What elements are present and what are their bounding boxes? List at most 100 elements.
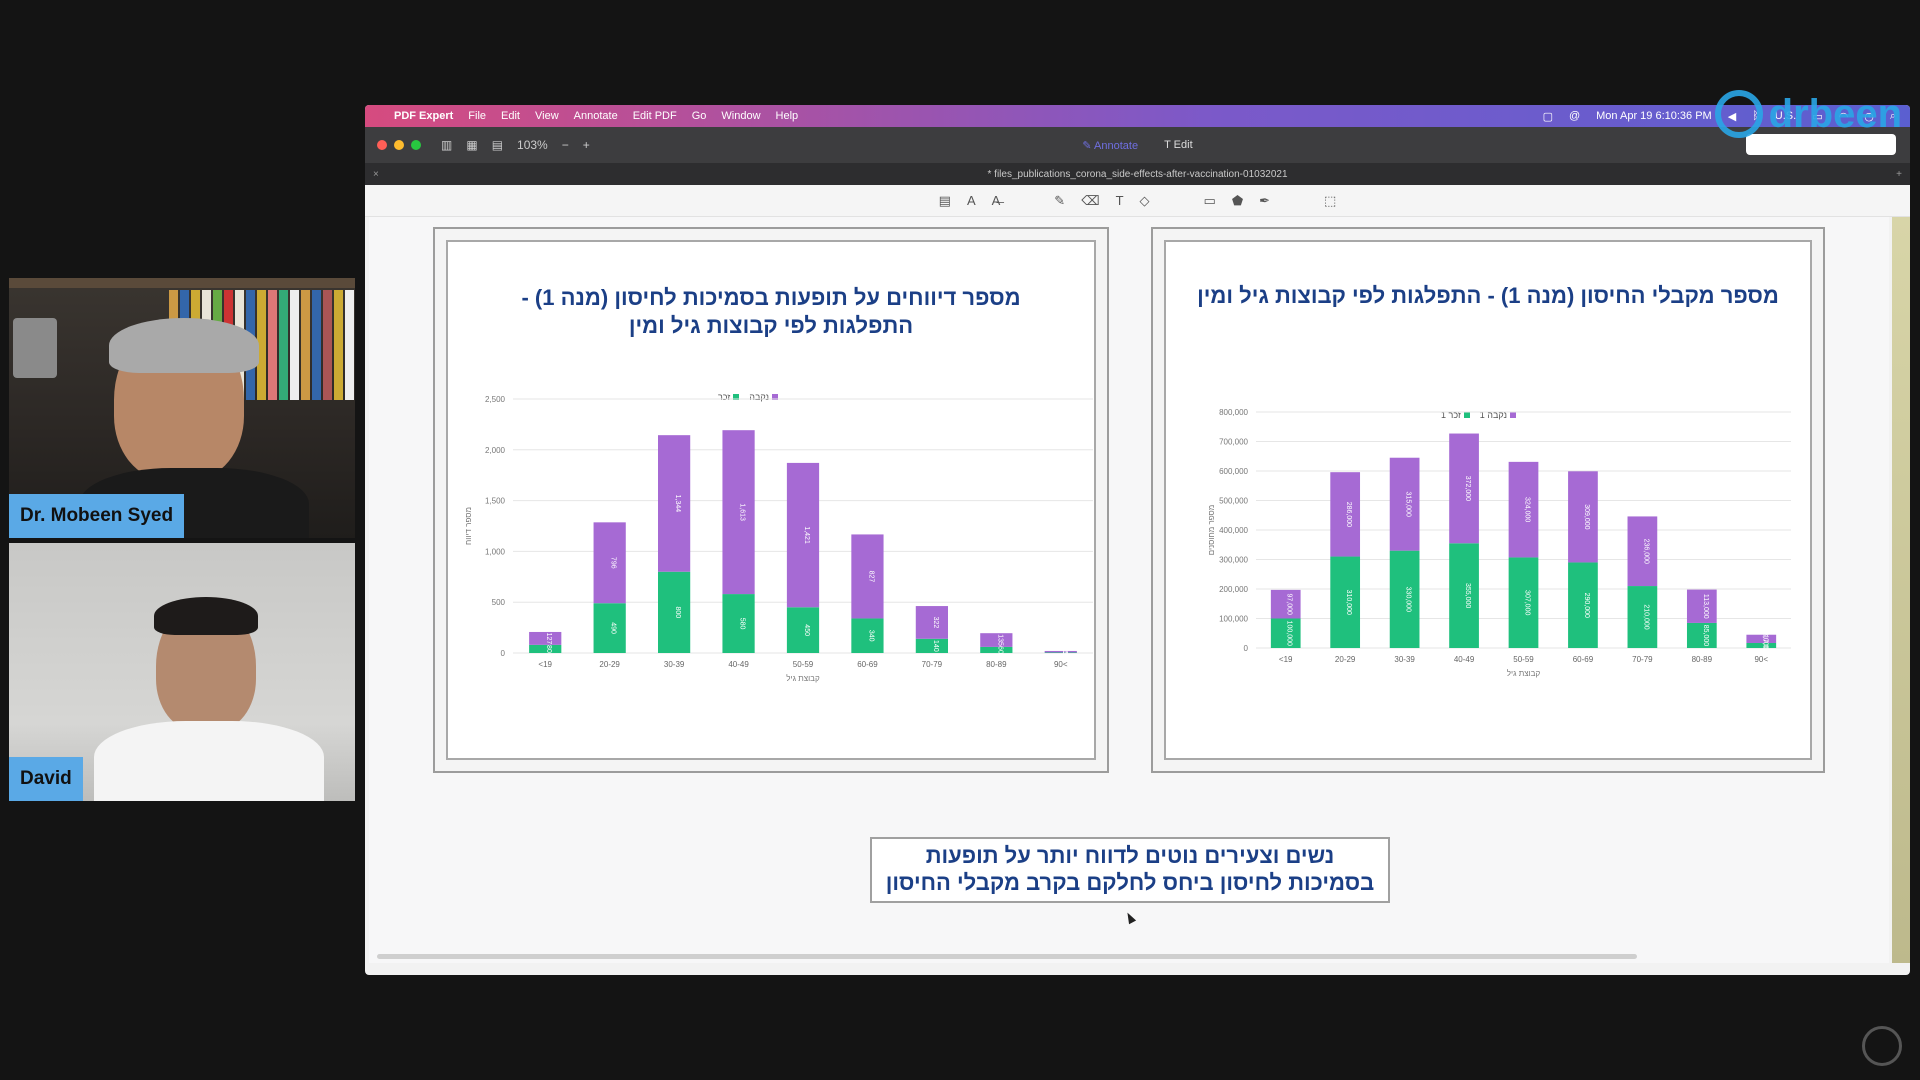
menu-app-name[interactable]: PDF Expert [394, 110, 454, 122]
video-tile-host[interactable]: Dr. Mobeen Syed [9, 278, 355, 538]
strikethrough-icon[interactable]: A̶ [991, 193, 1001, 208]
x-tick-label: 30-39 [1394, 655, 1415, 664]
x-tick-label: 20-29 [1335, 655, 1356, 664]
sidebar-icon[interactable]: ▥ [441, 138, 453, 152]
x-tick-label: 80-89 [986, 660, 1007, 669]
x-tick-label: 80-89 [1692, 655, 1713, 664]
search-icon[interactable]: ⌕ [1889, 109, 1896, 122]
window-controls [377, 140, 421, 150]
mac-menubar: PDF Expert File Edit View Annotate Edit … [365, 105, 1910, 127]
bar-female [658, 435, 691, 572]
y-tick-label: 400,000 [1219, 526, 1248, 535]
menu-edit[interactable]: Edit [501, 110, 520, 122]
y-tick-label: 800,000 [1219, 408, 1248, 417]
bar-female [1270, 589, 1301, 619]
slide-vaccinated-inner: מספר מקבלי החיסון (מנה 1) - התפלגות לפי … [1164, 240, 1812, 760]
minimize-window-icon[interactable] [394, 140, 404, 150]
bar-female [529, 631, 562, 645]
legend-male-label: זכר 1 [1441, 410, 1461, 420]
x-tick-label: 60-69 [857, 660, 878, 669]
data-label-female: 309,000 [1583, 504, 1590, 529]
zoom-window-icon[interactable] [411, 140, 421, 150]
new-tab-icon[interactable]: + [1896, 168, 1902, 180]
y-tick-label: 2,500 [485, 395, 506, 404]
y-tick-label: 0 [1244, 644, 1249, 653]
data-label-male: 85,000 [1702, 625, 1709, 647]
data-label-female: 1,421 [803, 526, 810, 544]
close-tab-icon[interactable]: × [373, 168, 379, 180]
avatar-icon [1862, 1026, 1902, 1066]
highlight-text-icon[interactable]: ▤ [938, 192, 951, 208]
zoom-out-icon[interactable]: − [561, 138, 569, 152]
signature-icon[interactable]: ✒ [1259, 192, 1271, 208]
menu-file[interactable]: File [468, 110, 487, 122]
clock-icon[interactable]: ◷ [1864, 110, 1874, 123]
at-icon[interactable]: @ [1568, 110, 1581, 122]
grid-view-icon[interactable]: ▦ [466, 138, 478, 152]
data-label-male: 800 [674, 607, 681, 619]
data-label-female: 127 [545, 633, 552, 645]
x-tick-label: 70-79 [922, 660, 943, 669]
wifi-icon[interactable]: ◠ [1838, 110, 1849, 123]
pencil-icon[interactable]: ✎ [1054, 192, 1066, 208]
text-tool-icon[interactable]: T [1115, 193, 1124, 208]
data-label-female: 372,000 [1464, 476, 1471, 501]
menu-edit-pdf[interactable]: Edit PDF [632, 110, 677, 122]
pdf-page[interactable]: מספר דיווחים על תופעות בסמיכות לחיסון (מ… [369, 217, 1889, 963]
menu-view[interactable]: View [535, 110, 559, 122]
x-tick-label: 40-49 [728, 660, 749, 669]
menu-annotate[interactable]: Annotate [573, 110, 618, 122]
data-label-male: 490 [610, 622, 617, 634]
eraser-icon[interactable]: ⌫ [1081, 192, 1100, 208]
bar-female [1627, 516, 1658, 587]
edit-mode-button[interactable]: T Edit [1164, 139, 1193, 151]
bar-female [1746, 634, 1777, 643]
horizontal-scrollbar[interactable] [377, 954, 1637, 959]
input-locale[interactable]: U.S. [1774, 110, 1797, 122]
zoom-level[interactable]: 103% [517, 138, 548, 152]
data-label-male: 340 [867, 630, 874, 642]
close-window-icon[interactable] [377, 140, 387, 150]
slide-reports-inner: מספר דיווחים על תופעות בסמיכות לחיסון (מ… [446, 240, 1096, 760]
bar-male [1044, 652, 1077, 653]
legend-female-label: נקבה [749, 392, 769, 402]
host-hair [109, 318, 259, 373]
shapes-icon[interactable]: ◇ [1139, 192, 1150, 208]
y-tick-label: 600,000 [1219, 467, 1248, 476]
x-tick-label: 30-39 [664, 660, 685, 669]
menu-window[interactable]: Window [721, 110, 761, 122]
video-tile-guest[interactable]: David [9, 543, 355, 801]
battery-icon[interactable]: ▭ [1812, 110, 1823, 123]
menu-go[interactable]: Go [691, 110, 707, 122]
underline-icon[interactable]: A [966, 193, 976, 208]
document-tab[interactable]: × * files_publications_corona_side-effec… [365, 163, 1910, 185]
y-tick-label: 0 [501, 649, 506, 658]
menu-help[interactable]: Help [775, 110, 799, 122]
bar-male [722, 594, 755, 653]
bar-male [658, 571, 691, 653]
y-tick-label: 2,000 [485, 446, 506, 455]
selection-icon[interactable]: ⬚ [1324, 192, 1337, 208]
chart-legend: נקבה 1 זכר 1 [1441, 410, 1517, 420]
zoom-in-icon[interactable]: + [582, 138, 590, 152]
comment-icon[interactable]: ▭ [1203, 192, 1216, 208]
bar-female [1568, 471, 1598, 563]
data-label-male: 60 [996, 646, 1003, 654]
stamp-icon[interactable]: ⬟ [1231, 192, 1244, 208]
screen-icon[interactable]: ▢ [1542, 110, 1553, 123]
search-input[interactable] [1746, 134, 1896, 155]
data-label-male: 17,000 [1761, 635, 1768, 657]
menubar-clock[interactable]: Mon Apr 19 6:10:36 PM [1596, 110, 1712, 122]
shared-screen-window[interactable]: PDF Expert File Edit View Annotate Edit … [365, 105, 1910, 975]
data-label-female: 315,000 [1405, 492, 1412, 517]
bar-male [1449, 543, 1479, 648]
two-page-icon[interactable]: ▤ [491, 138, 504, 152]
bar-female [1449, 433, 1479, 544]
slide-vaccinated: מספר מקבלי החיסון (מנה 1) - התפלגות לפי … [1151, 227, 1825, 773]
annotate-mode-button[interactable]: ✎ Annotate [1082, 139, 1138, 152]
bar-male [1627, 586, 1658, 648]
y-tick-label: 300,000 [1219, 556, 1248, 565]
data-label-female: 322 [932, 617, 939, 629]
data-label-male: 140 [932, 640, 939, 652]
